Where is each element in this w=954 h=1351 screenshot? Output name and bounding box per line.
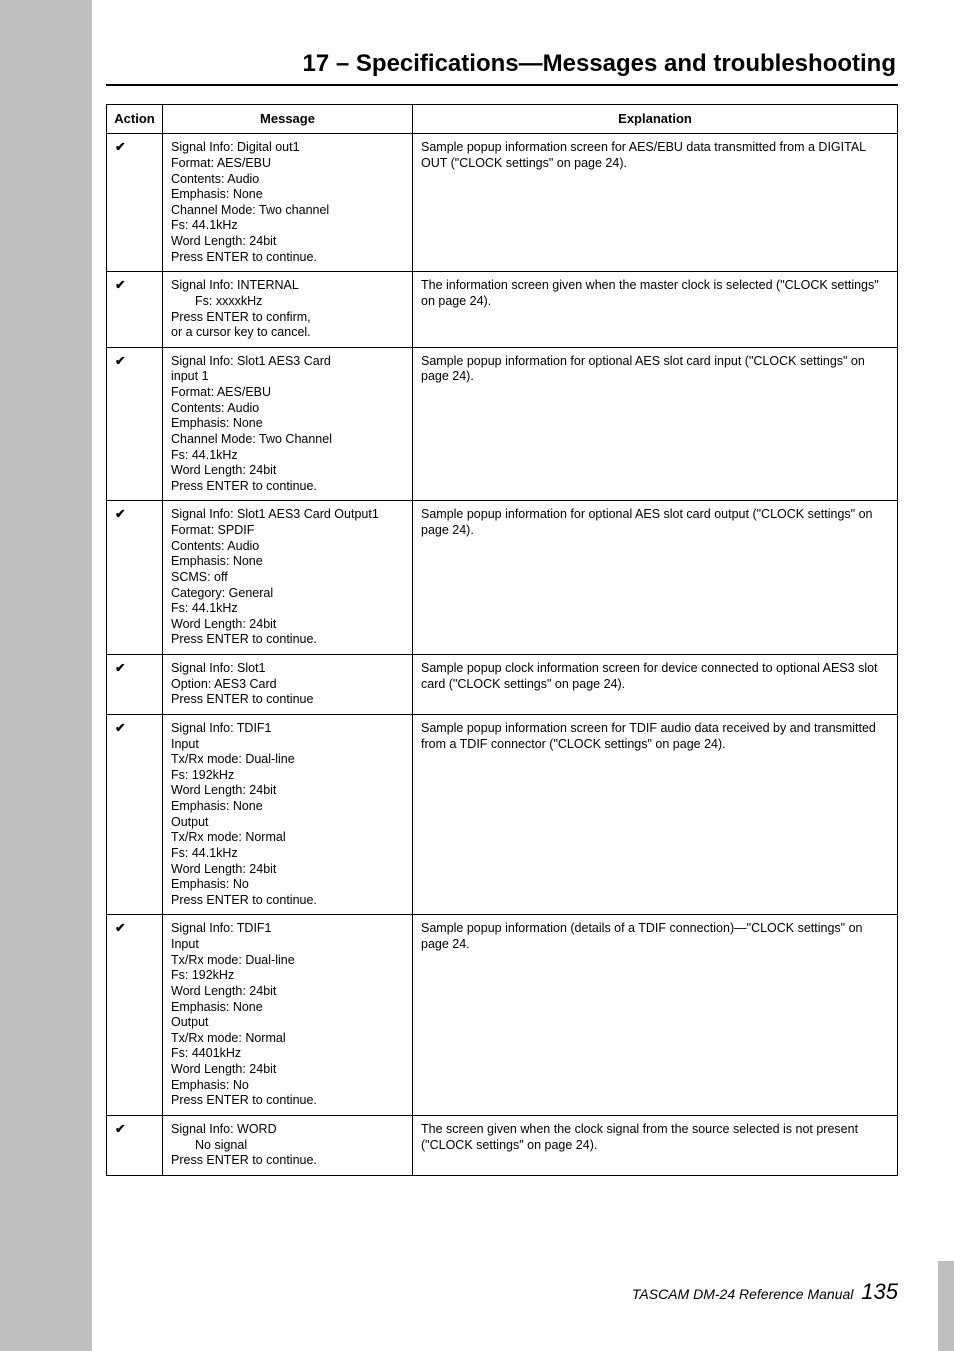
col-action: Action bbox=[107, 105, 163, 134]
explanation-cell: Sample popup clock information screen fo… bbox=[413, 655, 898, 715]
col-message: Message bbox=[163, 105, 413, 134]
side-shadow bbox=[938, 1261, 954, 1351]
explanation-cell: Sample popup information screen for TDIF… bbox=[413, 714, 898, 915]
table-row: ✔Signal Info: Slot1 AES3 Card Output1 Fo… bbox=[107, 501, 898, 655]
action-cell: ✔ bbox=[107, 272, 163, 348]
message-cell: Signal Info: INTERNAL Fs: xxxxkHz Press … bbox=[163, 272, 413, 348]
message-cell: Signal Info: TDIF1 Input Tx/Rx mode: Dua… bbox=[163, 714, 413, 915]
messages-table: Action Message Explanation ✔Signal Info:… bbox=[106, 104, 898, 1176]
action-cell: ✔ bbox=[107, 1115, 163, 1175]
action-cell: ✔ bbox=[107, 347, 163, 501]
table-row: ✔Signal Info: WORD No signal Press ENTER… bbox=[107, 1115, 898, 1175]
action-cell: ✔ bbox=[107, 134, 163, 272]
heading: 17 – Specifications—Messages and trouble… bbox=[106, 50, 898, 86]
explanation-cell: The information screen given when the ma… bbox=[413, 272, 898, 348]
table-row: ✔Signal Info: TDIF1 Input Tx/Rx mode: Du… bbox=[107, 714, 898, 915]
table-row: ✔Signal Info: Digital out1 Format: AES/E… bbox=[107, 134, 898, 272]
table-row: ✔Signal Info: TDIF1 Input Tx/Rx mode: Du… bbox=[107, 915, 898, 1116]
message-cell: Signal Info: Digital out1 Format: AES/EB… bbox=[163, 134, 413, 272]
sheet: 17 – Specifications—Messages and trouble… bbox=[92, 0, 954, 1351]
action-cell: ✔ bbox=[107, 915, 163, 1116]
col-explanation: Explanation bbox=[413, 105, 898, 134]
table-row: ✔Signal Info: Slot1 Option: AES3 Card Pr… bbox=[107, 655, 898, 715]
message-cell: Signal Info: Slot1 AES3 Card Output1 For… bbox=[163, 501, 413, 655]
action-cell: ✔ bbox=[107, 655, 163, 715]
explanation-cell: Sample popup information (details of a T… bbox=[413, 915, 898, 1116]
action-cell: ✔ bbox=[107, 501, 163, 655]
explanation-cell: Sample popup information for optional AE… bbox=[413, 501, 898, 655]
page-number: 135 bbox=[861, 1279, 898, 1304]
table-header-row: Action Message Explanation bbox=[107, 105, 898, 134]
message-cell: Signal Info: TDIF1 Input Tx/Rx mode: Dua… bbox=[163, 915, 413, 1116]
message-cell: Signal Info: Slot1 Option: AES3 Card Pre… bbox=[163, 655, 413, 715]
explanation-cell: The screen given when the clock signal f… bbox=[413, 1115, 898, 1175]
page: 17 – Specifications—Messages and trouble… bbox=[0, 0, 954, 1351]
explanation-cell: Sample popup information screen for AES/… bbox=[413, 134, 898, 272]
table-row: ✔Signal Info: INTERNAL Fs: xxxxkHz Press… bbox=[107, 272, 898, 348]
footer: TASCAM DM-24 Reference Manual 135 bbox=[632, 1279, 898, 1305]
action-cell: ✔ bbox=[107, 714, 163, 915]
footer-text: TASCAM DM-24 Reference Manual bbox=[632, 1286, 853, 1302]
table-row: ✔Signal Info: Slot1 AES3 Card input 1 Fo… bbox=[107, 347, 898, 501]
explanation-cell: Sample popup information for optional AE… bbox=[413, 347, 898, 501]
message-cell: Signal Info: Slot1 AES3 Card input 1 For… bbox=[163, 347, 413, 501]
message-cell: Signal Info: WORD No signal Press ENTER … bbox=[163, 1115, 413, 1175]
